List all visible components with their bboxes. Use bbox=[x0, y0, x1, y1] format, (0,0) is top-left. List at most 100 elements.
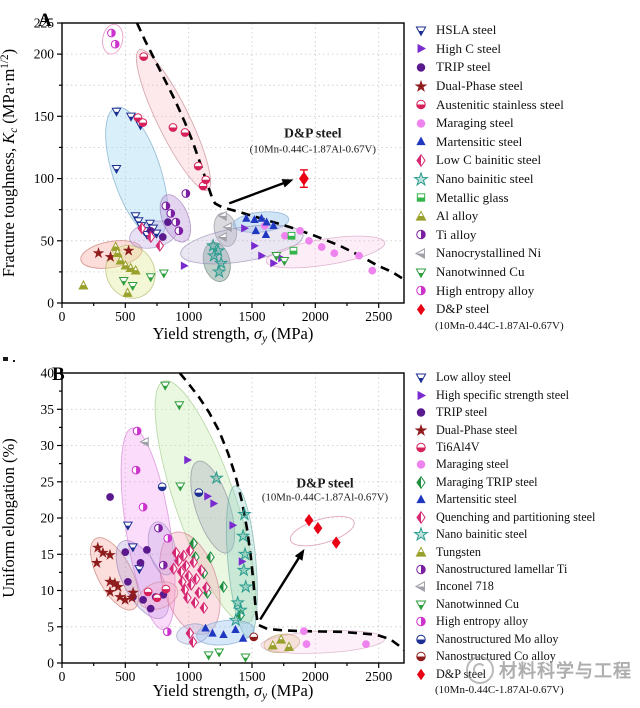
svg-text:20: 20 bbox=[41, 511, 55, 526]
legend-marker-tri-left-half-icon bbox=[414, 581, 425, 593]
svg-text:50: 50 bbox=[41, 233, 55, 248]
legend-item-nanostructured-mo-alloy: Nanostructured Mo alloy bbox=[411, 631, 640, 648]
legend-label: Martensitic steel bbox=[436, 492, 517, 507]
legend-label: Nanostructured Co alloy bbox=[436, 649, 556, 664]
y-tick-labels: 0 5 10 15 20 25 30 35 40 bbox=[41, 366, 55, 671]
series-martensitic-steel bbox=[242, 213, 278, 238]
legend-label: Maraging steel bbox=[436, 457, 509, 472]
svg-text:150: 150 bbox=[34, 109, 55, 124]
svg-text:D&P steel: D&P steel bbox=[284, 126, 342, 141]
legend-marker-tri-down-half-icon bbox=[415, 600, 427, 611]
legend-item-high-c-steel: High C steel bbox=[411, 40, 640, 59]
series-metallic-glass bbox=[287, 231, 298, 255]
series-ti6al4v bbox=[143, 584, 171, 603]
svg-text:2000: 2000 bbox=[302, 669, 329, 684]
y-axis-label: Fracture toughness, Kc (MPa·m1/2) bbox=[0, 49, 20, 277]
legend-label: Ti6Al4V bbox=[436, 439, 480, 454]
legend-item-maraging-trip-steel: Maraging TRIP steel bbox=[411, 474, 640, 491]
axis-ticks bbox=[57, 22, 380, 308]
cluster-ellipses bbox=[80, 23, 386, 299]
legend-label: High entropy alloy bbox=[436, 282, 535, 298]
series-maraging-steel bbox=[300, 627, 370, 648]
legend-item-dual-phase-steel: Dual-Phase steel bbox=[411, 77, 640, 96]
svg-text:25: 25 bbox=[41, 474, 55, 489]
legend-label: Nanostructured lamellar Ti bbox=[436, 562, 568, 577]
legend-label: TRIP steel bbox=[436, 405, 488, 420]
legend-label: HSLA steel bbox=[436, 22, 497, 38]
series-al-alloy bbox=[78, 241, 141, 297]
legend-sublabel: (10Mn-0.44C-1.87Al-0.67V) bbox=[435, 319, 564, 332]
legend-marker-circle-icon bbox=[416, 460, 426, 470]
legend-label: Nano bainitic steel bbox=[436, 171, 534, 187]
legend-item-trip-steel: TRIP steel bbox=[411, 404, 640, 421]
svg-text:0: 0 bbox=[59, 669, 66, 684]
series-dual-phase-steel bbox=[92, 244, 135, 262]
svg-text:500: 500 bbox=[115, 669, 136, 684]
series-nanotwinned-cu bbox=[118, 252, 290, 292]
svg-text:(10Mn-0.44C-1.87Al-0.67V): (10Mn-0.44C-1.87Al-0.67V) bbox=[250, 143, 377, 155]
legend-item-tungsten: Tungsten bbox=[411, 543, 640, 560]
legend-marker-star-icon bbox=[414, 79, 428, 92]
series-maraging-steel bbox=[260, 221, 377, 275]
series-trip-steel bbox=[146, 218, 172, 241]
legend-item-low-alloy-steel: Low alloy steel bbox=[411, 369, 640, 386]
scan-artifact bbox=[3, 357, 8, 361]
legend-label: Quenching and partitioning steel bbox=[436, 509, 596, 524]
svg-text:1000: 1000 bbox=[175, 669, 202, 684]
legend-label: Maraging TRIP steel bbox=[436, 474, 538, 489]
legend-marker-circle-half-right-icon bbox=[416, 230, 426, 240]
legend-item-d-p-steel: D&P steel bbox=[411, 665, 640, 682]
legend-item-nanotwinned-cu: Nanotwinned Cu bbox=[411, 596, 640, 613]
legend-label: High entropy alloy bbox=[436, 614, 529, 629]
series-martensitic-steel bbox=[201, 623, 248, 642]
legend-label: Austenitic stainless steel bbox=[436, 96, 564, 112]
legend-marker-star-open-icon bbox=[413, 527, 429, 542]
y-axis-label: Uniform elongation (%) bbox=[0, 438, 18, 597]
legend-marker-circle-half-right-icon bbox=[416, 617, 426, 627]
legend-marker-tri-up-half-icon bbox=[415, 545, 427, 557]
legend-marker-circle-icon bbox=[416, 408, 426, 417]
legend-item-ti-alloy: Ti alloy bbox=[411, 226, 640, 245]
legend-label: Nanocrystallined Ni bbox=[436, 245, 542, 261]
legend-marker-circle-half-right-icon bbox=[416, 564, 426, 575]
panel-b-uniform-elongation-chart: 0 500 1000 1500 2000 2500 0 5 10 15 20 25 30 35 40 Yiel… bbox=[0, 364, 405, 702]
dp-steel-annotation: D&P steel(10Mn-0.44C-1.87Al-0.67V) bbox=[259, 476, 389, 621]
svg-text:500: 500 bbox=[115, 309, 136, 324]
legend-item-inconel-718: Inconel 718 bbox=[411, 578, 640, 595]
series-d-p-steel bbox=[298, 169, 309, 189]
legend-label: Ti alloy bbox=[436, 226, 477, 242]
svg-text:40: 40 bbox=[41, 366, 55, 381]
legend-item-metallic-glass: Metallic glass bbox=[411, 188, 640, 207]
series-nanostructured-mo-alloy bbox=[157, 482, 204, 497]
legend-item-maraging-steel: Maraging steel bbox=[411, 456, 640, 473]
legend-item-low-c-bainitic-steel: Low C bainitic steel bbox=[411, 151, 640, 170]
legend-marker-tri-left-half-icon bbox=[414, 247, 425, 259]
scan-artifact bbox=[13, 360, 15, 362]
legend-label: Nanotwinned Cu bbox=[436, 264, 525, 280]
legend-label: D&P steel bbox=[436, 301, 490, 317]
legend-item-nano-bainitic-steel: Nano bainitic steel bbox=[411, 170, 640, 189]
legend-panel-b: Low alloy steel High specific strength st… bbox=[411, 369, 640, 696]
series-ti-alloy bbox=[161, 189, 191, 236]
legend-item-quenching-and-partitioning-steel: Quenching and partitioning steel bbox=[411, 509, 640, 526]
svg-text:(10Mn-0.44C-1.87Al-0.67V): (10Mn-0.44C-1.87Al-0.67V) bbox=[262, 492, 389, 504]
legend-marker-tri-up-icon bbox=[416, 136, 426, 146]
x-tick-labels: 0 500 1000 1500 2000 2500 bbox=[59, 309, 393, 324]
legend-panel-a: HSLA steel High C steel TRIP steel Dual-Pha… bbox=[411, 21, 640, 332]
legend-label: High C steel bbox=[436, 40, 501, 56]
series-quenching-and-partitioning-steel bbox=[169, 544, 211, 649]
series-low-c-bainitic-steel bbox=[137, 222, 165, 252]
legend-label: TRIP steel bbox=[436, 59, 491, 75]
legend-item-nanostructured-lamellar-ti: Nanostructured lamellar Ti bbox=[411, 561, 640, 578]
svg-text:225: 225 bbox=[34, 16, 55, 31]
legend-marker-star-icon bbox=[414, 423, 428, 436]
legend-label: Inconel 718 bbox=[436, 579, 494, 594]
legend-label: Nanostructured Mo alloy bbox=[436, 631, 559, 646]
legend-item-nano-bainitic-steel: Nano bainitic steel bbox=[411, 526, 640, 543]
legend-item-high-entropy-alloy: High entropy alloy bbox=[411, 281, 640, 300]
performance-boundary bbox=[135, 23, 403, 280]
legend-label: Nano bainitic steel bbox=[436, 527, 528, 542]
legend-label: Nanotwinned Cu bbox=[436, 596, 519, 611]
legend-marker-diamond-icon bbox=[416, 668, 426, 680]
legend-item-high-entropy-alloy: High entropy alloy bbox=[411, 613, 640, 630]
